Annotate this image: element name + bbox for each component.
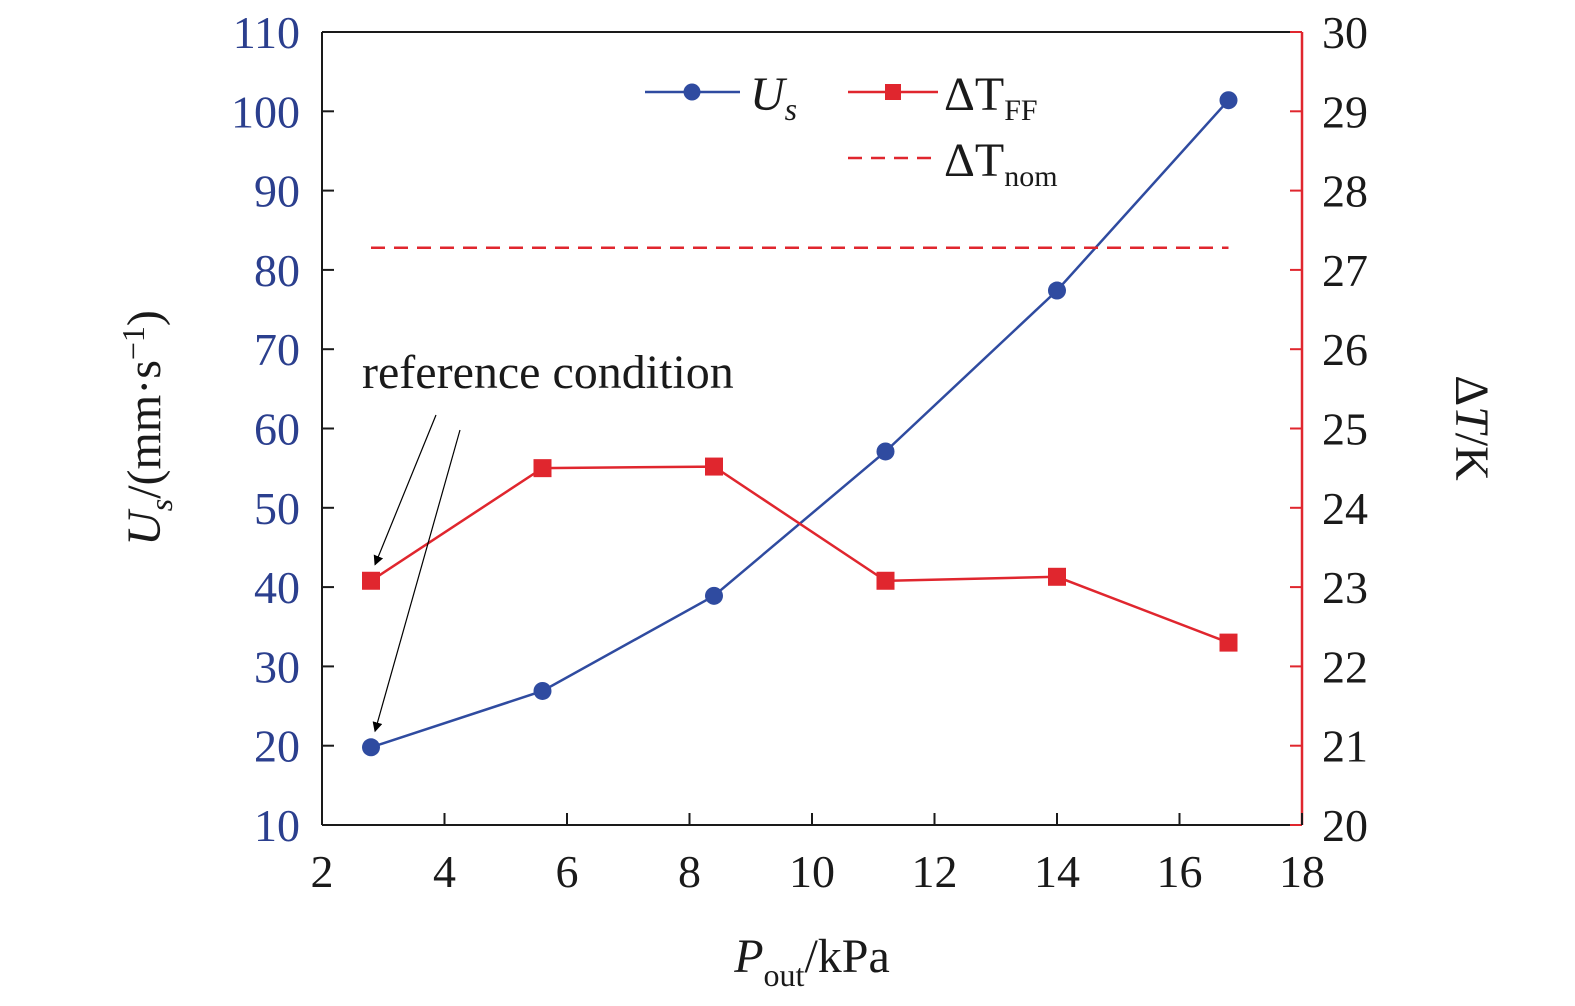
left-axis-ticks: 10 20 30 40 50 60 70 80 90 100 110	[231, 7, 334, 851]
data-point-dtff	[705, 457, 723, 476]
left-tick-label: 50	[254, 483, 300, 534]
bottom-tick-label: 14	[1034, 846, 1080, 897]
legend-item-dtff: ΔTFF	[848, 68, 1038, 127]
data-point-us	[1219, 91, 1238, 110]
left-tick-label: 90	[254, 166, 300, 217]
bottom-tick-label: 12	[912, 846, 958, 897]
data-point-dtff	[1048, 567, 1066, 586]
legend-item-us: Us	[645, 68, 797, 127]
right-axis-ticks: 20 21 22 23 24 25 26 27 28 29 30	[1290, 7, 1368, 851]
right-tick-label: 22	[1322, 641, 1368, 692]
bottom-tick-label: 10	[789, 846, 835, 897]
right-tick-label: 23	[1322, 562, 1368, 613]
series-layer	[362, 91, 1238, 757]
annotation-arrow	[373, 414, 437, 566]
left-axis-title-close: )	[118, 310, 171, 326]
left-tick-label: 80	[254, 245, 300, 296]
legend-us-label: Us	[750, 68, 797, 127]
legend-dtff-marker	[885, 84, 901, 100]
data-point-dtff	[362, 571, 380, 590]
bottom-tick-label: 6	[556, 846, 579, 897]
right-tick-label: 30	[1322, 7, 1368, 58]
legend-us-label-sub: s	[785, 91, 797, 127]
legend-item-dtnom: ΔTnom	[848, 134, 1058, 193]
legend-us-marker	[683, 83, 701, 101]
bottom-tick-label: 18	[1279, 846, 1325, 897]
annotation: reference condition	[362, 346, 734, 733]
left-axis-title-main: U	[118, 508, 171, 546]
legend-dtnom-label-sub: nom	[1004, 160, 1057, 193]
x-axis-title-rest: /kPa	[804, 930, 889, 983]
left-axis-title: Us/(mm·s−1)	[115, 310, 179, 546]
bottom-tick-label: 4	[433, 846, 456, 897]
legend-dtnom-label-main: ΔT	[944, 134, 1004, 187]
plot-frame	[321, 31, 1304, 826]
left-tick-label: 30	[254, 641, 300, 692]
annotation-arrows	[372, 414, 461, 733]
left-tick-label: 60	[254, 404, 300, 455]
legend-dtnom-label: ΔTnom	[944, 134, 1058, 193]
right-tick-label: 27	[1322, 245, 1368, 296]
right-tick-label: 24	[1322, 483, 1368, 534]
right-tick-label: 29	[1322, 86, 1368, 137]
right-tick-label: 25	[1322, 404, 1368, 455]
legend: Us ΔTFF ΔTnom	[645, 68, 1058, 193]
right-axis-title-rest: /K	[1445, 433, 1498, 481]
right-axis-title-main: T	[1445, 406, 1498, 436]
data-point-us	[876, 442, 895, 461]
right-tick-label: 20	[1322, 800, 1368, 851]
data-point-us	[533, 681, 552, 700]
left-axis-title-sub: s	[143, 499, 179, 511]
data-point-us	[1048, 281, 1066, 300]
left-tick-label: 20	[254, 721, 300, 772]
right-axis-title: ΔT/K	[1445, 375, 1498, 481]
left-tick-label: 110	[233, 7, 300, 58]
annotation-arrow	[372, 429, 461, 733]
right-axis-title-delta: Δ	[1445, 375, 1498, 406]
left-tick-label: 70	[254, 324, 300, 375]
legend-dtff-label-sub: FF	[1004, 94, 1037, 127]
data-point-us	[705, 586, 723, 605]
bottom-axis-ticks: 2 4 6 8 10 12 14 16 18	[311, 813, 1325, 897]
data-point-us	[362, 738, 380, 757]
legend-us-label-main: U	[750, 68, 788, 121]
left-tick-label: 100	[231, 86, 300, 137]
series-line-0	[370, 99, 1230, 749]
legend-dtff-label-main: ΔT	[944, 68, 1004, 121]
left-axis-title-rest: /(mm·s	[118, 360, 171, 499]
x-axis-title-main: P	[733, 930, 763, 983]
left-tick-label: 40	[254, 562, 300, 613]
bottom-tick-label: 2	[311, 846, 334, 897]
legend-dtff-label: ΔTFF	[944, 68, 1038, 127]
data-point-dtff	[876, 571, 895, 590]
data-point-dtff	[1219, 633, 1238, 652]
annotation-label: reference condition	[362, 346, 734, 399]
left-axis-title-sup: −1	[115, 326, 151, 360]
right-tick-label: 26	[1322, 324, 1368, 375]
left-tick-label: 10	[254, 800, 300, 851]
x-axis-title-sub: out	[764, 957, 805, 993]
bottom-tick-label: 8	[678, 846, 701, 897]
right-tick-label: 21	[1322, 721, 1368, 772]
x-axis-title: Pout/kPa	[733, 930, 890, 993]
right-tick-label: 28	[1322, 166, 1368, 217]
series-line-1	[370, 465, 1229, 644]
bottom-tick-label: 16	[1157, 846, 1203, 897]
data-point-dtff	[533, 459, 552, 478]
